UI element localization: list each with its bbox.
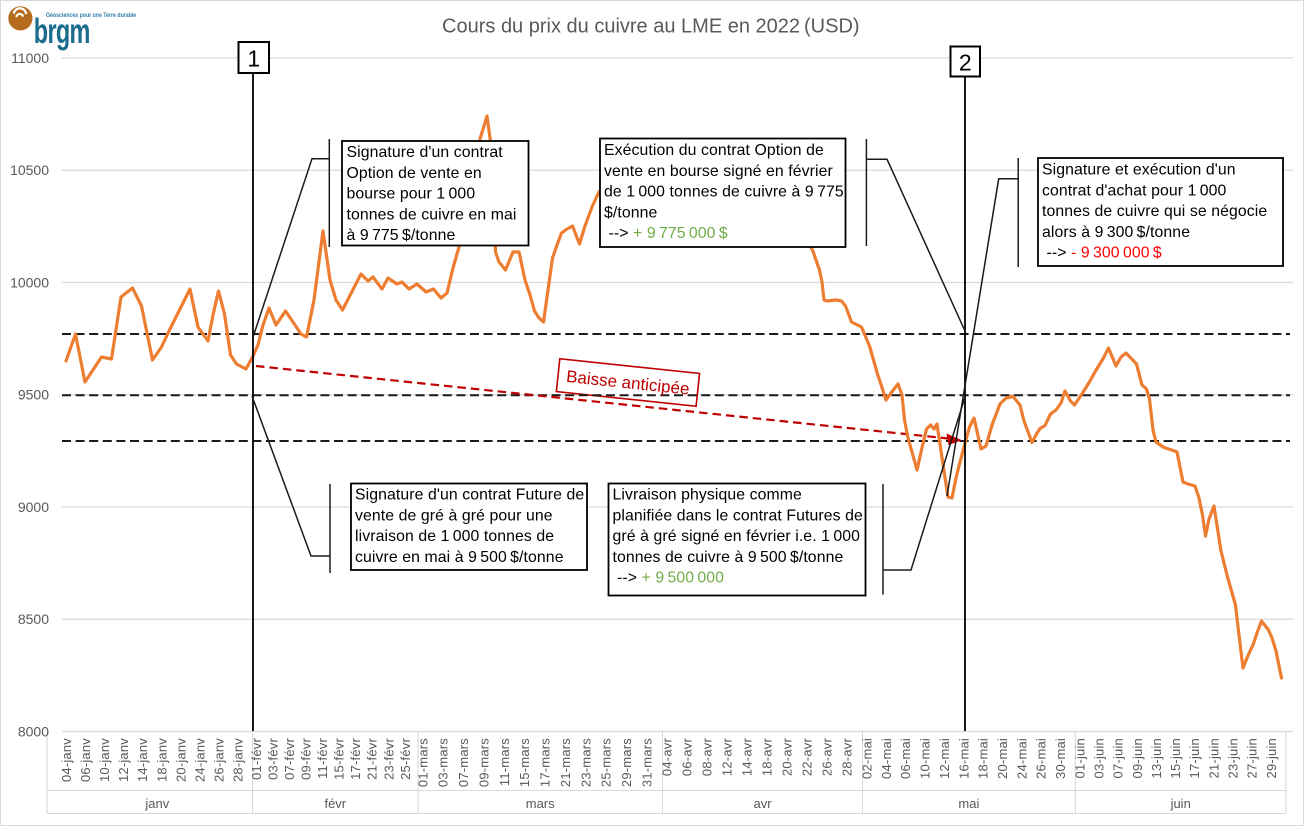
- svg-text:18-janv: 18-janv: [154, 738, 169, 782]
- svg-text:Cours du prix du cuivre au LME: Cours du prix du cuivre au LME en 2022 (…: [442, 16, 860, 38]
- svg-text:04-janv: 04-janv: [59, 738, 74, 782]
- svg-text:15-mars: 15-mars: [517, 738, 532, 787]
- svg-text:8500: 8500: [18, 611, 49, 627]
- svg-text:25-févr: 25-févr: [398, 738, 413, 780]
- svg-text:01-mars: 01-mars: [415, 738, 430, 787]
- svg-text:Exécution du contrat Option de: Exécution du contrat Option de vente en …: [604, 142, 848, 242]
- svg-text:11000: 11000: [11, 50, 49, 66]
- svg-text:29-mars: 29-mars: [619, 738, 634, 787]
- svg-text:07-févr: 07-févr: [282, 738, 297, 780]
- svg-text:mai: mai: [958, 796, 979, 811]
- svg-text:26-mai: 26-mai: [1034, 738, 1049, 779]
- svg-text:23-févr: 23-févr: [381, 738, 396, 780]
- svg-text:15-févr: 15-févr: [332, 738, 347, 780]
- svg-text:04-mai: 04-mai: [879, 738, 894, 779]
- svg-text:Signature d'un contrat Future: Signature d'un contrat Future de vente d…: [355, 487, 589, 566]
- svg-text:31-mars: 31-mars: [639, 738, 654, 787]
- svg-text:mars: mars: [526, 796, 555, 811]
- svg-text:17-juin: 17-juin: [1187, 738, 1202, 778]
- svg-text:28-avr: 28-avr: [840, 738, 855, 777]
- svg-text:26-janv: 26-janv: [211, 738, 226, 782]
- svg-text:21-mars: 21-mars: [558, 738, 573, 787]
- svg-text:18-mai: 18-mai: [976, 738, 991, 779]
- svg-text:20-janv: 20-janv: [173, 738, 188, 782]
- svg-text:07-mars: 07-mars: [456, 738, 471, 787]
- svg-text:20-mai: 20-mai: [995, 738, 1010, 779]
- svg-text:21-févr: 21-févr: [365, 738, 380, 780]
- svg-text:brgm: brgm: [34, 12, 90, 51]
- svg-text:10000: 10000: [10, 274, 49, 290]
- svg-text:8000: 8000: [18, 723, 49, 739]
- svg-text:Signature d'un contrat Option: Signature d'un contrat Option de vente e…: [347, 144, 522, 244]
- svg-text:09-juin: 09-juin: [1130, 738, 1145, 778]
- svg-text:27-juin: 27-juin: [1245, 738, 1260, 778]
- svg-text:02-mai: 02-mai: [860, 738, 875, 779]
- svg-text:févr: févr: [324, 796, 346, 811]
- svg-text:06-mai: 06-mai: [898, 738, 913, 779]
- svg-text:24-janv: 24-janv: [192, 738, 207, 782]
- svg-text:24-mai: 24-mai: [1014, 738, 1029, 779]
- svg-text:15-juin: 15-juin: [1168, 738, 1183, 778]
- svg-text:01-juin: 01-juin: [1072, 738, 1087, 778]
- svg-text:28-janv: 28-janv: [231, 738, 246, 782]
- svg-text:26-avr: 26-avr: [820, 738, 835, 777]
- svg-text:03-juin: 03-juin: [1091, 738, 1106, 778]
- svg-text:Géosciences pour une Terre dur: Géosciences pour une Terre durable: [46, 13, 137, 20]
- svg-text:20-avr: 20-avr: [780, 738, 795, 777]
- svg-text:14-avr: 14-avr: [740, 738, 755, 777]
- svg-text:06-janv: 06-janv: [78, 738, 93, 782]
- svg-text:Livraison physique comme plani: Livraison physique comme planifiée dans …: [613, 487, 868, 587]
- svg-text:janv: janv: [144, 796, 169, 811]
- svg-text:16-mai: 16-mai: [956, 738, 971, 779]
- svg-text:9500: 9500: [18, 387, 49, 403]
- svg-text:21-juin: 21-juin: [1206, 738, 1221, 778]
- svg-text:04-avr: 04-avr: [660, 738, 675, 777]
- svg-text:9000: 9000: [18, 499, 49, 515]
- svg-text:30-mai: 30-mai: [1053, 738, 1068, 779]
- svg-text:13-juin: 13-juin: [1149, 738, 1164, 778]
- svg-text:17-mars: 17-mars: [538, 738, 553, 787]
- svg-text:17-févr: 17-févr: [348, 738, 363, 780]
- svg-text:11-févr: 11-févr: [315, 738, 330, 779]
- svg-text:14-janv: 14-janv: [135, 738, 150, 782]
- svg-text:18-avr: 18-avr: [760, 738, 775, 777]
- svg-text:Signature et exécution d'un co: Signature et exécution d'un contrat d'ac…: [1042, 162, 1272, 262]
- svg-text:juin: juin: [1170, 796, 1191, 811]
- svg-text:09-mars: 09-mars: [476, 738, 491, 787]
- svg-text:06-avr: 06-avr: [680, 738, 695, 777]
- svg-text:12-avr: 12-avr: [720, 738, 735, 777]
- svg-text:09-févr: 09-févr: [299, 738, 314, 780]
- svg-text:1: 1: [247, 46, 260, 72]
- svg-text:12-mai: 12-mai: [937, 738, 952, 779]
- svg-text:07-juin: 07-juin: [1111, 738, 1126, 778]
- svg-text:23-mars: 23-mars: [578, 738, 593, 787]
- svg-text:25-mars: 25-mars: [599, 738, 614, 787]
- svg-text:10-mai: 10-mai: [918, 738, 933, 779]
- svg-text:03-mars: 03-mars: [436, 738, 451, 787]
- svg-text:22-avr: 22-avr: [800, 738, 815, 777]
- svg-text:2: 2: [959, 50, 972, 76]
- svg-text:29-juin: 29-juin: [1264, 738, 1279, 778]
- svg-text:03-févr: 03-févr: [266, 738, 281, 780]
- svg-text:12-janv: 12-janv: [116, 738, 131, 782]
- svg-text:23-juin: 23-juin: [1226, 738, 1241, 778]
- svg-text:11-mars: 11-mars: [497, 738, 512, 786]
- svg-text:10500: 10500: [10, 162, 49, 178]
- svg-text:10-janv: 10-janv: [97, 738, 112, 782]
- svg-text:avr: avr: [753, 796, 772, 811]
- svg-text:08-avr: 08-avr: [700, 738, 715, 777]
- svg-text:01-févr: 01-févr: [249, 738, 264, 780]
